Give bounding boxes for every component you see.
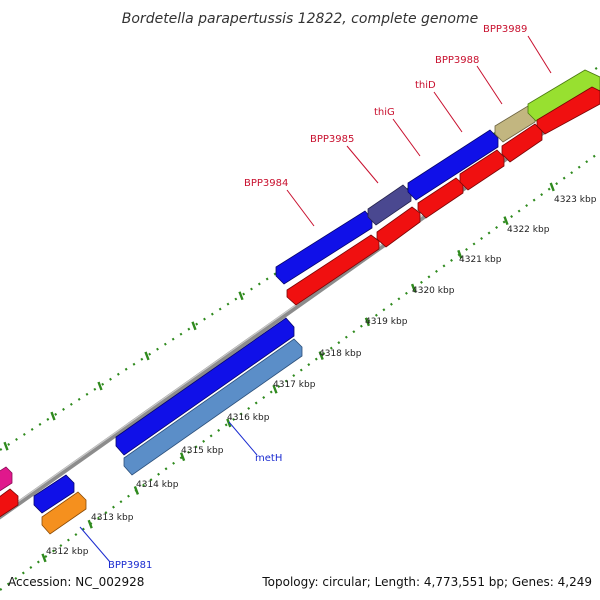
gene-labels: BPP3981 metH BPP3984 BPP3985 thiG thiD B… <box>108 24 527 571</box>
leader-bpp3981 <box>79 526 111 563</box>
leader-thid <box>433 91 463 133</box>
major-tick-lower <box>41 553 47 563</box>
major-tick-lower <box>549 182 555 192</box>
major-ticks-lower <box>41 182 555 563</box>
reverse-strand-features <box>0 86 600 535</box>
gene-reverse-2[interactable] <box>376 206 421 248</box>
leader-bpp3984 <box>286 189 315 227</box>
label-bpp3984[interactable]: BPP3984 <box>244 178 288 189</box>
gene-reverse-6[interactable] <box>536 86 600 135</box>
label-bpp3989[interactable]: BPP3989 <box>483 24 527 35</box>
gene-reverse-4[interactable] <box>459 149 505 191</box>
major-tick-upper <box>3 441 9 451</box>
tick-label: 4316 kbp <box>227 413 270 423</box>
major-tick-lower <box>87 519 93 529</box>
major-tick-lower <box>179 452 186 462</box>
leader-bpp3988 <box>476 65 503 105</box>
map-title: Bordetella parapertussis 12822, complete… <box>122 11 478 27</box>
tick-label: 4317 kbp <box>273 380 316 390</box>
major-tick-upper <box>144 351 150 361</box>
label-meth[interactable]: metH <box>255 453 282 464</box>
gene-bpp3985[interactable] <box>367 184 412 226</box>
major-tick-lower <box>503 216 509 226</box>
major-tick-lower <box>133 486 140 495</box>
major-tick-lower <box>410 283 417 293</box>
major-tick-upper <box>191 321 197 331</box>
tick-label: 4318 kbp <box>319 349 362 359</box>
gene-reverse-3[interactable] <box>417 177 464 219</box>
label-leaders <box>79 35 552 563</box>
tick-label: 4323 kbp <box>554 195 597 205</box>
tick-label: 4321 kbp <box>459 255 502 265</box>
gene-magenta-fragment[interactable] <box>0 466 13 494</box>
tick-label: 4319 kbp <box>365 317 408 327</box>
gene-forward-large[interactable] <box>115 317 295 456</box>
tick-labels: 4312 kbp 4313 kbp 4314 kbp 4315 kbp 4316 kbp… <box>46 195 597 557</box>
gene-reverse-5[interactable] <box>501 123 543 163</box>
major-tick-lower <box>364 317 371 327</box>
tick-label: 4320 kbp <box>412 286 455 296</box>
label-thig[interactable]: thiG <box>374 107 395 118</box>
major-tick-lower <box>272 384 278 394</box>
gene-bpp3984[interactable] <box>275 210 373 285</box>
gene-meth[interactable] <box>123 338 303 476</box>
major-tick-lower <box>226 418 232 428</box>
tick-label: 4314 kbp <box>136 480 179 490</box>
major-tick-lower <box>318 351 324 360</box>
leader-thig <box>392 118 421 157</box>
label-bpp3985[interactable]: BPP3985 <box>310 134 354 145</box>
tick-label: 4322 kbp <box>507 225 550 235</box>
gene-reverse-1[interactable] <box>286 234 380 306</box>
gene-forward-small[interactable] <box>33 474 75 514</box>
label-thid[interactable]: thiD <box>415 80 436 91</box>
leader-bpp3985 <box>346 145 379 184</box>
major-tick-upper <box>97 381 103 391</box>
gene-bpp3981[interactable] <box>41 491 87 535</box>
gene-reverse-fragment[interactable] <box>0 488 19 520</box>
major-tick-upper <box>50 411 56 421</box>
major-tick-lower <box>457 249 463 259</box>
major-tick-upper <box>238 291 244 301</box>
label-bpp3981[interactable]: BPP3981 <box>108 560 152 571</box>
leader-meth <box>228 421 258 456</box>
gene-thig-thid[interactable] <box>407 129 499 201</box>
leader-bpp3989 <box>527 35 552 74</box>
forward-strand-features <box>0 69 600 514</box>
label-bpp3988[interactable]: BPP3988 <box>435 55 479 66</box>
tick-label: 4312 kbp <box>46 547 89 557</box>
tick-label: 4315 kbp <box>181 446 224 456</box>
accession-text: Accession: NC_002928 <box>8 575 144 589</box>
gene-bpp3989[interactable] <box>527 69 600 122</box>
topology-text: Topology: circular; Length: 4,773,551 bp… <box>261 575 592 589</box>
tick-label: 4313 kbp <box>91 513 134 523</box>
